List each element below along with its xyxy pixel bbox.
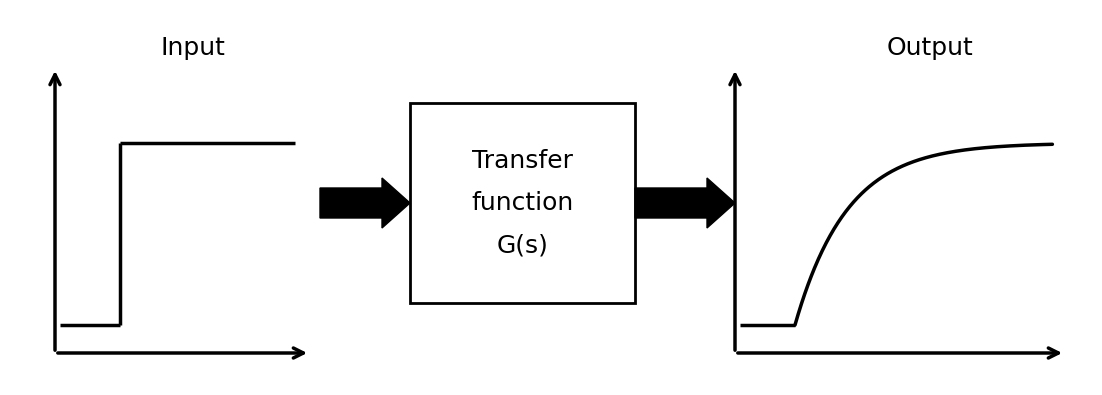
Polygon shape (635, 178, 735, 228)
Text: G(s): G(s) (497, 233, 549, 257)
Text: Output: Output (887, 36, 973, 60)
Polygon shape (320, 178, 410, 228)
Text: function: function (472, 191, 574, 215)
Text: Transfer: Transfer (472, 149, 573, 173)
Bar (410, 103, 635, 303)
Text: Input: Input (160, 36, 225, 60)
